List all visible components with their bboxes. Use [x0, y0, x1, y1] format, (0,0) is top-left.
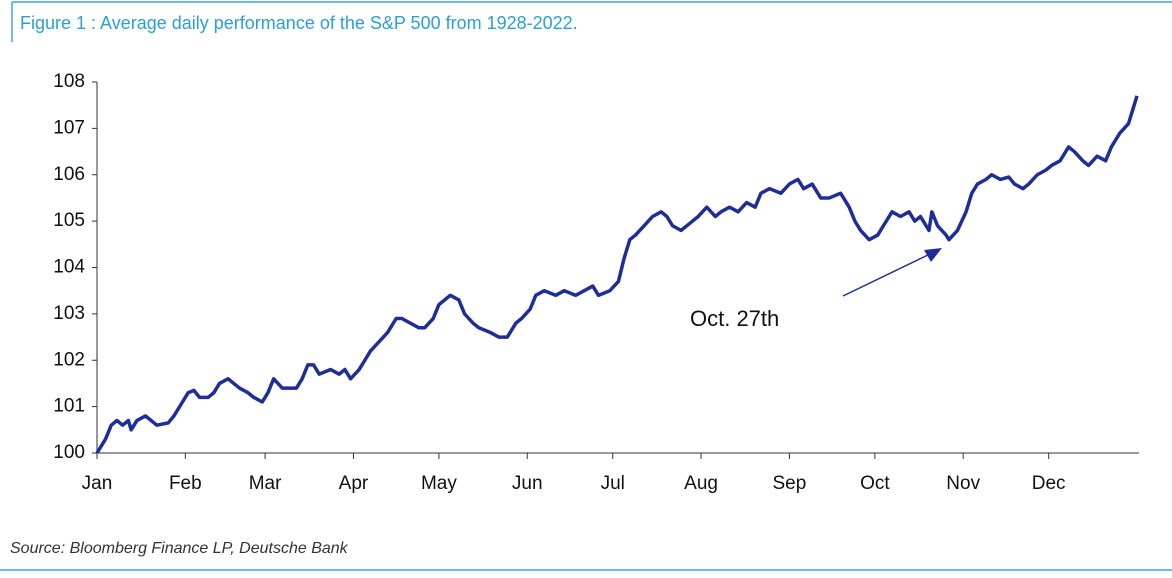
- y-tick-label: 108: [53, 71, 85, 92]
- y-tick-label: 105: [53, 210, 85, 231]
- x-tick-label: May: [421, 473, 457, 494]
- chart-title: Figure 1 : Average daily performance of …: [20, 13, 578, 33]
- x-tick-label: Sep: [772, 473, 806, 494]
- x-tick-label: Apr: [339, 473, 369, 494]
- source-note: Source: Bloomberg Finance LP, Deutsche B…: [10, 540, 349, 557]
- y-tick-label: 100: [53, 442, 85, 463]
- arrow-head: [924, 248, 942, 262]
- x-tick-label: Jan: [82, 473, 113, 494]
- x-tick-label: Jun: [512, 473, 543, 494]
- y-tick-label: 106: [53, 164, 85, 185]
- y-tick-label: 107: [53, 117, 85, 138]
- y-tick-label: 102: [53, 349, 85, 370]
- y-tick-label: 104: [53, 257, 85, 278]
- annotation: Oct. 27th: [690, 306, 779, 331]
- x-tick-label: Nov: [946, 473, 980, 494]
- x-tick-label: Dec: [1032, 473, 1066, 494]
- x-tick-label: Aug: [684, 473, 718, 494]
- annotation-arrow: [842, 253, 931, 297]
- x-tick-label: Oct: [860, 473, 890, 494]
- y-tick-label: 101: [53, 396, 85, 417]
- x-tick-label: Feb: [169, 473, 202, 494]
- y-tick-label: 103: [53, 303, 85, 324]
- series-line: [95, 95, 1139, 454]
- x-tick-label: Mar: [249, 473, 282, 494]
- x-tick-label: Jul: [601, 473, 625, 494]
